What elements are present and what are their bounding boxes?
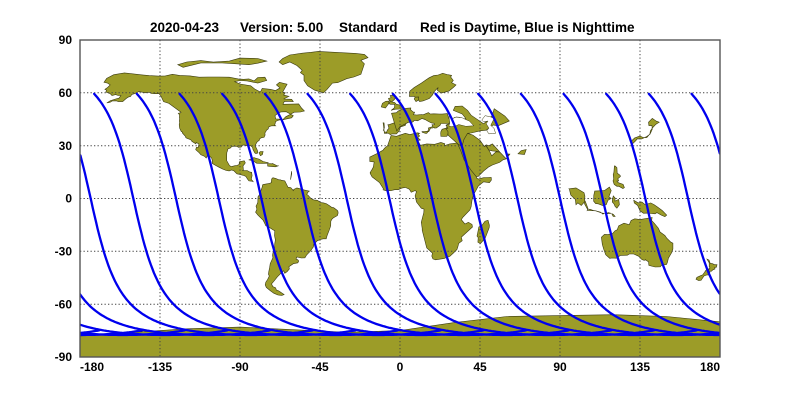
svg-text:135: 135 — [630, 360, 650, 374]
svg-text:0: 0 — [397, 360, 404, 374]
svg-text:-60: -60 — [55, 297, 73, 311]
svg-text:-45: -45 — [311, 360, 329, 374]
svg-text:Red is Daytime, Blue is Nightt: Red is Daytime, Blue is Nighttime — [420, 20, 635, 35]
svg-text:Standard: Standard — [339, 20, 398, 35]
svg-text:-90: -90 — [231, 360, 249, 374]
svg-text:Version: 5.00: Version: 5.00 — [240, 20, 323, 35]
svg-text:-90: -90 — [55, 350, 73, 364]
svg-text:90: 90 — [59, 33, 73, 47]
svg-text:30: 30 — [59, 139, 73, 153]
svg-text:2020-04-23: 2020-04-23 — [150, 20, 220, 35]
svg-text:60: 60 — [59, 86, 73, 100]
svg-text:-135: -135 — [148, 360, 172, 374]
svg-text:-30: -30 — [55, 245, 73, 259]
svg-text:45: 45 — [473, 360, 487, 374]
svg-text:90: 90 — [553, 360, 567, 374]
svg-text:180: 180 — [700, 360, 720, 374]
svg-text:-180: -180 — [80, 360, 104, 374]
svg-text:0: 0 — [65, 192, 72, 206]
